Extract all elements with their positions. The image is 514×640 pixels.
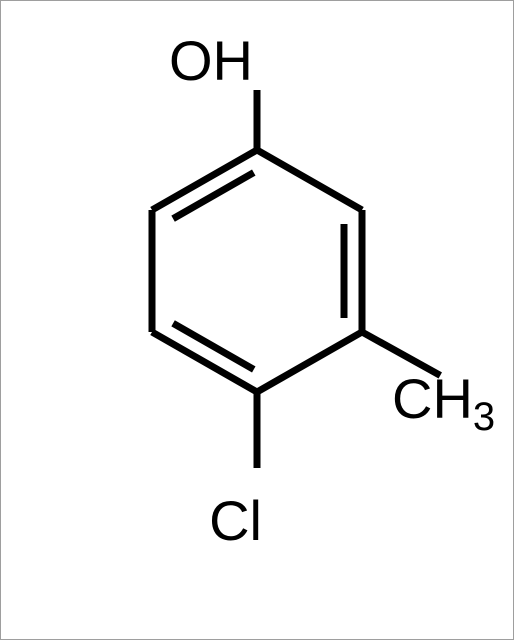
- bond: [257, 150, 362, 210]
- atom-label-ch3: CH3: [392, 367, 495, 439]
- bond: [257, 332, 362, 392]
- labels-group: OH CH3 Cl: [169, 29, 495, 552]
- bond-inner: [173, 323, 254, 369]
- atom-label-o: OH: [169, 29, 253, 92]
- bond-inner: [173, 173, 254, 219]
- atom-label-cl: Cl: [209, 489, 262, 552]
